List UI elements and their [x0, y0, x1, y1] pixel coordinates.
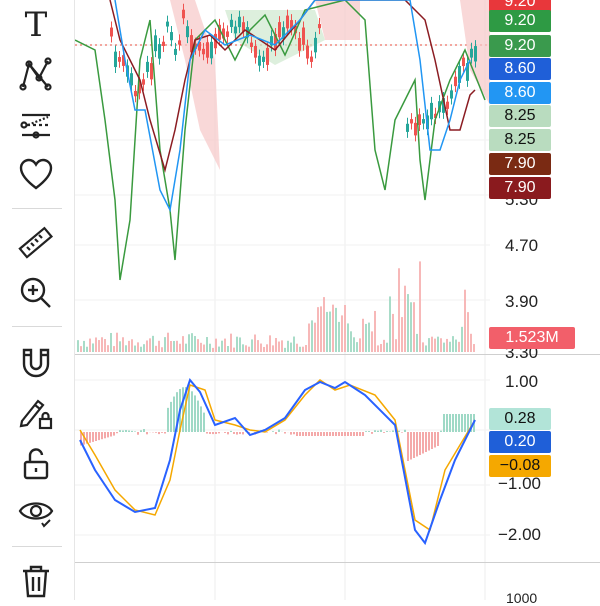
text-tool-button[interactable]: T — [12, 5, 60, 45]
macd-pane — [80, 380, 475, 543]
macd-axis-label: −2.00 — [498, 525, 541, 545]
price-axis-label: 4.70 — [505, 236, 538, 256]
hide-tool-button[interactable] — [12, 493, 60, 533]
lock-all-tool-button[interactable] — [12, 444, 60, 484]
toolbar-separator — [12, 208, 62, 209]
remove-tool-button[interactable] — [12, 561, 60, 601]
eye-icon — [18, 495, 54, 531]
pencil-lock-icon — [18, 395, 54, 431]
macd-value-badge: 0.20 — [489, 431, 551, 453]
macd-axis-label: −1.00 — [498, 474, 541, 494]
zoom-tool-button[interactable] — [12, 273, 60, 313]
forecast-tool-button[interactable] — [12, 105, 60, 145]
text-icon: T — [25, 8, 48, 42]
volume-bars — [77, 261, 475, 352]
price-line-value-badge: 8.60 — [489, 82, 551, 104]
price-line-value-badge: 9.20 — [489, 35, 551, 57]
price-axis-label: 3.90 — [505, 292, 538, 312]
price-line-value-badge: 9.20 — [489, 10, 551, 32]
toolbar-separator — [12, 546, 62, 547]
drawing-toolbar: T — [0, 0, 75, 600]
macd-value-badge: 0.28 — [489, 408, 551, 430]
zoom-in-icon — [18, 275, 54, 311]
price-line-value-badge: 7.90 — [489, 153, 551, 175]
volume-value-badge: 1.523M — [489, 327, 575, 349]
price-line-value-badge: 8.25 — [489, 105, 551, 127]
price-line-value-badge: 8.60 — [489, 58, 551, 80]
pattern-icon — [18, 56, 54, 92]
forecast-icon — [18, 107, 54, 143]
unlock-icon — [18, 446, 54, 482]
trash-icon — [18, 563, 54, 599]
favorites-tool-button[interactable] — [12, 155, 60, 195]
measure-tool-button[interactable] — [12, 223, 60, 263]
macd-value-badge: −0.08 — [489, 455, 551, 477]
macd-axis-label: 1.00 — [505, 372, 538, 392]
magnet-icon — [18, 344, 54, 380]
price-line-value-badge: 7.90 — [489, 177, 551, 199]
magnet-tool-button[interactable] — [12, 342, 60, 382]
pane-separator[interactable] — [75, 562, 600, 563]
bottom-axis-label: 1000 — [506, 590, 537, 606]
pattern-tool-button[interactable] — [12, 54, 60, 94]
heart-icon — [18, 157, 54, 193]
lock-drawings-tool-button[interactable] — [12, 393, 60, 433]
toolbar-separator — [12, 326, 62, 327]
ruler-icon — [18, 225, 54, 261]
price-line-value-badge: 8.25 — [489, 129, 551, 151]
